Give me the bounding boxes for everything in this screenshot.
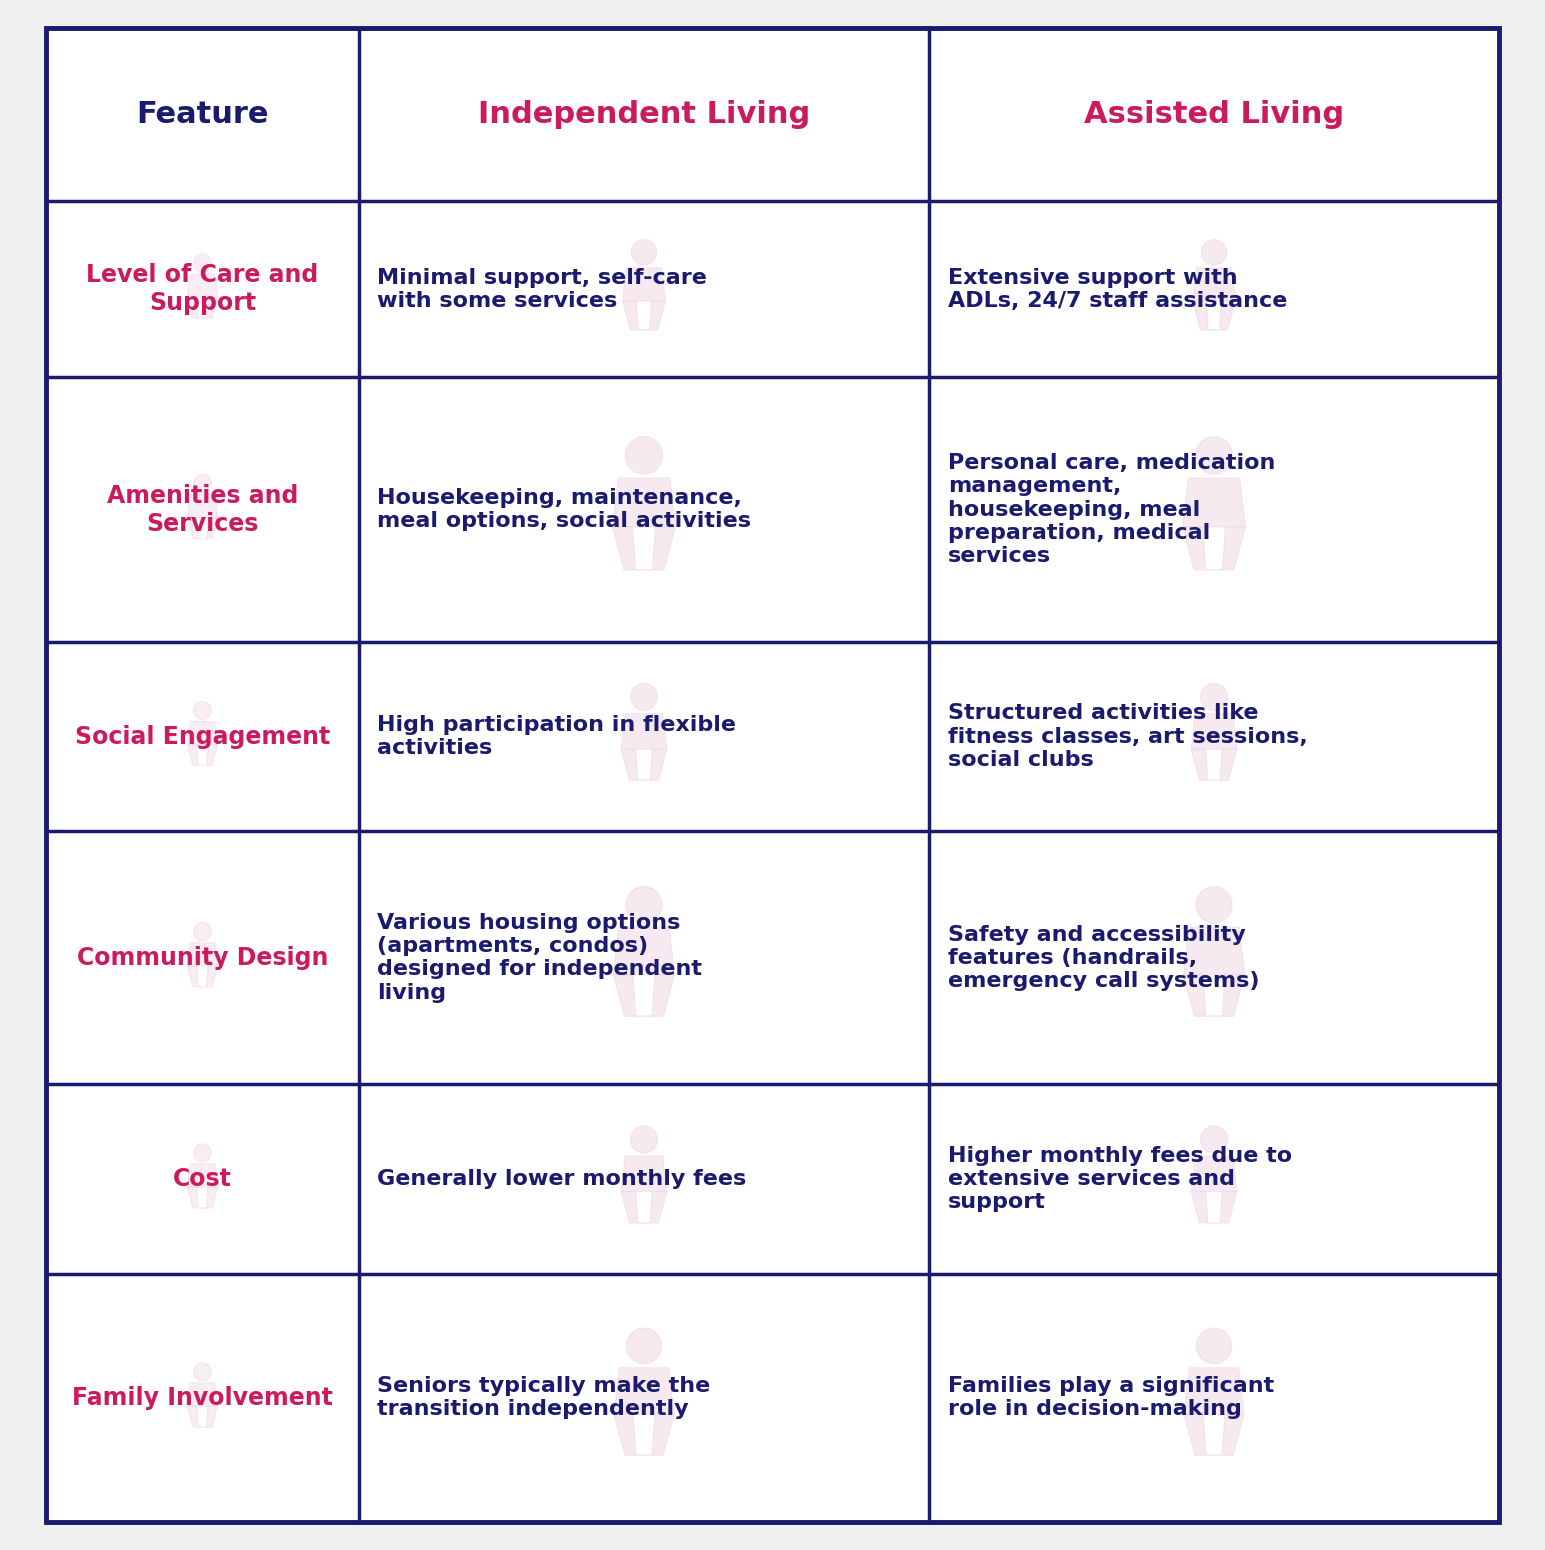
- Text: Various housing options
(apartments, condos)
designed for independent
living: Various housing options (apartments, con…: [377, 913, 701, 1003]
- Polygon shape: [613, 975, 675, 1017]
- Polygon shape: [612, 477, 675, 527]
- Circle shape: [1196, 1328, 1231, 1364]
- Bar: [930, 202, 1499, 377]
- Polygon shape: [1182, 527, 1245, 570]
- Bar: [46, 831, 358, 1085]
- Polygon shape: [613, 1367, 674, 1414]
- Text: Feature: Feature: [136, 99, 269, 129]
- Bar: [46, 1085, 358, 1274]
- Circle shape: [1202, 240, 1227, 265]
- Polygon shape: [187, 721, 218, 746]
- Polygon shape: [613, 1414, 674, 1455]
- Circle shape: [626, 887, 661, 922]
- Polygon shape: [1193, 301, 1236, 330]
- Text: Safety and accessibility
features (handrails,
emergency call systems): Safety and accessibility features (handr…: [949, 924, 1259, 990]
- Polygon shape: [1193, 268, 1236, 301]
- Circle shape: [193, 1144, 212, 1162]
- Text: Social Engagement: Social Engagement: [74, 724, 331, 749]
- Polygon shape: [187, 1187, 218, 1207]
- Bar: [358, 377, 930, 642]
- Circle shape: [626, 437, 663, 474]
- Bar: [358, 1274, 930, 1522]
- Polygon shape: [187, 942, 218, 966]
- Text: Assisted Living: Assisted Living: [1085, 99, 1344, 129]
- Polygon shape: [621, 713, 667, 749]
- Bar: [358, 642, 930, 831]
- Polygon shape: [187, 274, 218, 298]
- Polygon shape: [621, 1192, 667, 1223]
- Circle shape: [193, 254, 212, 271]
- Circle shape: [1200, 684, 1227, 710]
- Polygon shape: [1191, 713, 1238, 749]
- Polygon shape: [187, 966, 218, 987]
- Bar: [930, 642, 1499, 831]
- Bar: [930, 831, 1499, 1085]
- Polygon shape: [621, 749, 667, 780]
- Polygon shape: [613, 927, 675, 975]
- Polygon shape: [187, 746, 218, 766]
- Circle shape: [626, 1328, 661, 1364]
- Polygon shape: [187, 518, 218, 538]
- Bar: [930, 377, 1499, 642]
- Text: Seniors typically make the
transition independently: Seniors typically make the transition in…: [377, 1376, 711, 1420]
- Bar: [46, 1274, 358, 1522]
- Circle shape: [1196, 887, 1231, 922]
- Text: Families play a significant
role in decision-making: Families play a significant role in deci…: [949, 1376, 1275, 1420]
- Text: Independent Living: Independent Living: [477, 99, 810, 129]
- Text: Amenities and
Services: Amenities and Services: [107, 484, 298, 536]
- Bar: [46, 28, 358, 202]
- Polygon shape: [1191, 749, 1238, 780]
- Polygon shape: [1183, 927, 1245, 975]
- Text: Community Design: Community Design: [77, 946, 328, 970]
- Bar: [930, 28, 1499, 202]
- Polygon shape: [621, 1156, 667, 1192]
- Bar: [358, 28, 930, 202]
- Text: Family Involvement: Family Involvement: [73, 1386, 332, 1410]
- Circle shape: [632, 240, 657, 265]
- Polygon shape: [623, 268, 666, 301]
- Circle shape: [193, 1362, 212, 1381]
- Bar: [930, 1274, 1499, 1522]
- Circle shape: [193, 922, 212, 941]
- Text: Higher monthly fees due to
extensive services and
support: Higher monthly fees due to extensive ser…: [949, 1145, 1292, 1212]
- Polygon shape: [1183, 1367, 1244, 1414]
- Circle shape: [630, 1125, 658, 1153]
- Bar: [46, 642, 358, 831]
- Bar: [930, 1085, 1499, 1274]
- Polygon shape: [612, 527, 675, 570]
- Text: Generally lower monthly fees: Generally lower monthly fees: [377, 1169, 746, 1189]
- Polygon shape: [1183, 975, 1245, 1017]
- Polygon shape: [1182, 479, 1245, 527]
- Circle shape: [193, 702, 212, 719]
- Polygon shape: [187, 1383, 218, 1406]
- Text: High participation in flexible
activities: High participation in flexible activitie…: [377, 715, 735, 758]
- Bar: [358, 831, 930, 1085]
- Text: Cost: Cost: [173, 1167, 232, 1190]
- Polygon shape: [187, 494, 218, 518]
- Bar: [46, 202, 358, 377]
- Circle shape: [1200, 1125, 1227, 1153]
- Polygon shape: [1191, 1156, 1238, 1192]
- Bar: [358, 1085, 930, 1274]
- Circle shape: [630, 684, 658, 710]
- Polygon shape: [1183, 1414, 1244, 1455]
- Polygon shape: [187, 1406, 218, 1428]
- Polygon shape: [1191, 1192, 1238, 1223]
- Text: Minimal support, self-care
with some services: Minimal support, self-care with some ser…: [377, 268, 708, 312]
- Text: Structured activities like
fitness classes, art sessions,
social clubs: Structured activities like fitness class…: [949, 704, 1307, 770]
- Polygon shape: [187, 1164, 218, 1187]
- Circle shape: [193, 474, 212, 493]
- Bar: [46, 377, 358, 642]
- Text: Extensive support with
ADLs, 24/7 staff assistance: Extensive support with ADLs, 24/7 staff …: [949, 268, 1287, 312]
- Text: Housekeeping, maintenance,
meal options, social activities: Housekeeping, maintenance, meal options,…: [377, 488, 751, 532]
- Polygon shape: [187, 298, 218, 318]
- Text: Level of Care and
Support: Level of Care and Support: [87, 264, 318, 315]
- Circle shape: [1196, 437, 1233, 474]
- Polygon shape: [623, 301, 666, 330]
- Text: Personal care, medication
management,
housekeeping, meal
preparation, medical
se: Personal care, medication management, ho…: [949, 453, 1275, 566]
- Bar: [358, 202, 930, 377]
